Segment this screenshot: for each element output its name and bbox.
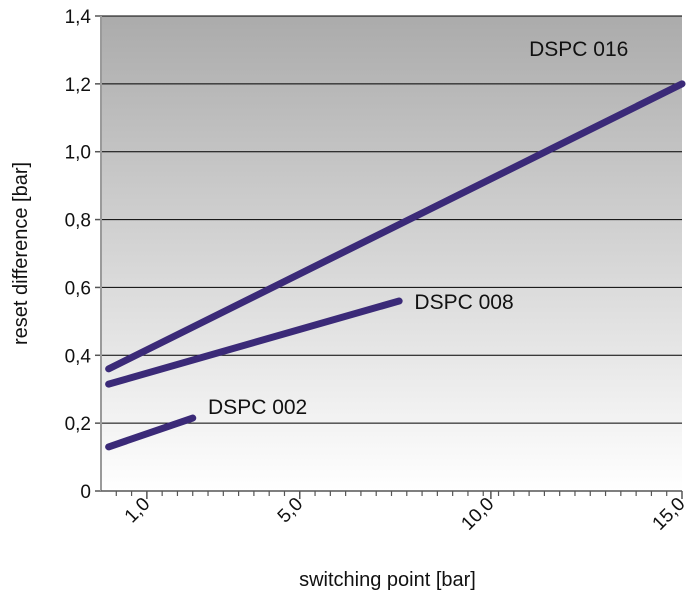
y-tick-label: 1,4 xyxy=(65,7,92,28)
y-tick-label: 0,8 xyxy=(65,211,91,232)
axes xyxy=(95,15,683,499)
series-lines xyxy=(105,80,686,451)
y-tick-label: 0,2 xyxy=(65,414,91,435)
y-tick-label: 1,2 xyxy=(65,75,91,96)
series-label: DSPC 002 xyxy=(208,396,307,419)
x-tick-label: 5,0 xyxy=(274,494,308,528)
series-line-dspc-016 xyxy=(105,80,686,373)
y-tick-label: 0 xyxy=(80,482,91,503)
series-label: DSPC 016 xyxy=(529,38,628,61)
x-tick-label: 15,0 xyxy=(649,494,686,535)
y-tick-label: 1,0 xyxy=(65,143,91,164)
series-line-dspc-002 xyxy=(105,414,197,451)
x-axis-title: switching point [bar] xyxy=(299,569,476,590)
series-line-dspc-008 xyxy=(105,297,403,388)
x-tick-label: 10,0 xyxy=(457,494,498,535)
y-tick-label: 0,6 xyxy=(65,278,91,299)
labels: 0 0,2 0,4 0,6 0,8 1,0 1,2 1,4 1,0 5,0 10,0 15,0 DSPC… xyxy=(65,7,686,535)
series-label: DSPC 008 xyxy=(414,291,513,314)
y-axis-title: reset difference [bar] xyxy=(10,162,32,345)
y-tick-label: 0,4 xyxy=(65,346,92,367)
plot-background xyxy=(101,16,682,491)
x-tick-label: 1,0 xyxy=(121,494,155,528)
